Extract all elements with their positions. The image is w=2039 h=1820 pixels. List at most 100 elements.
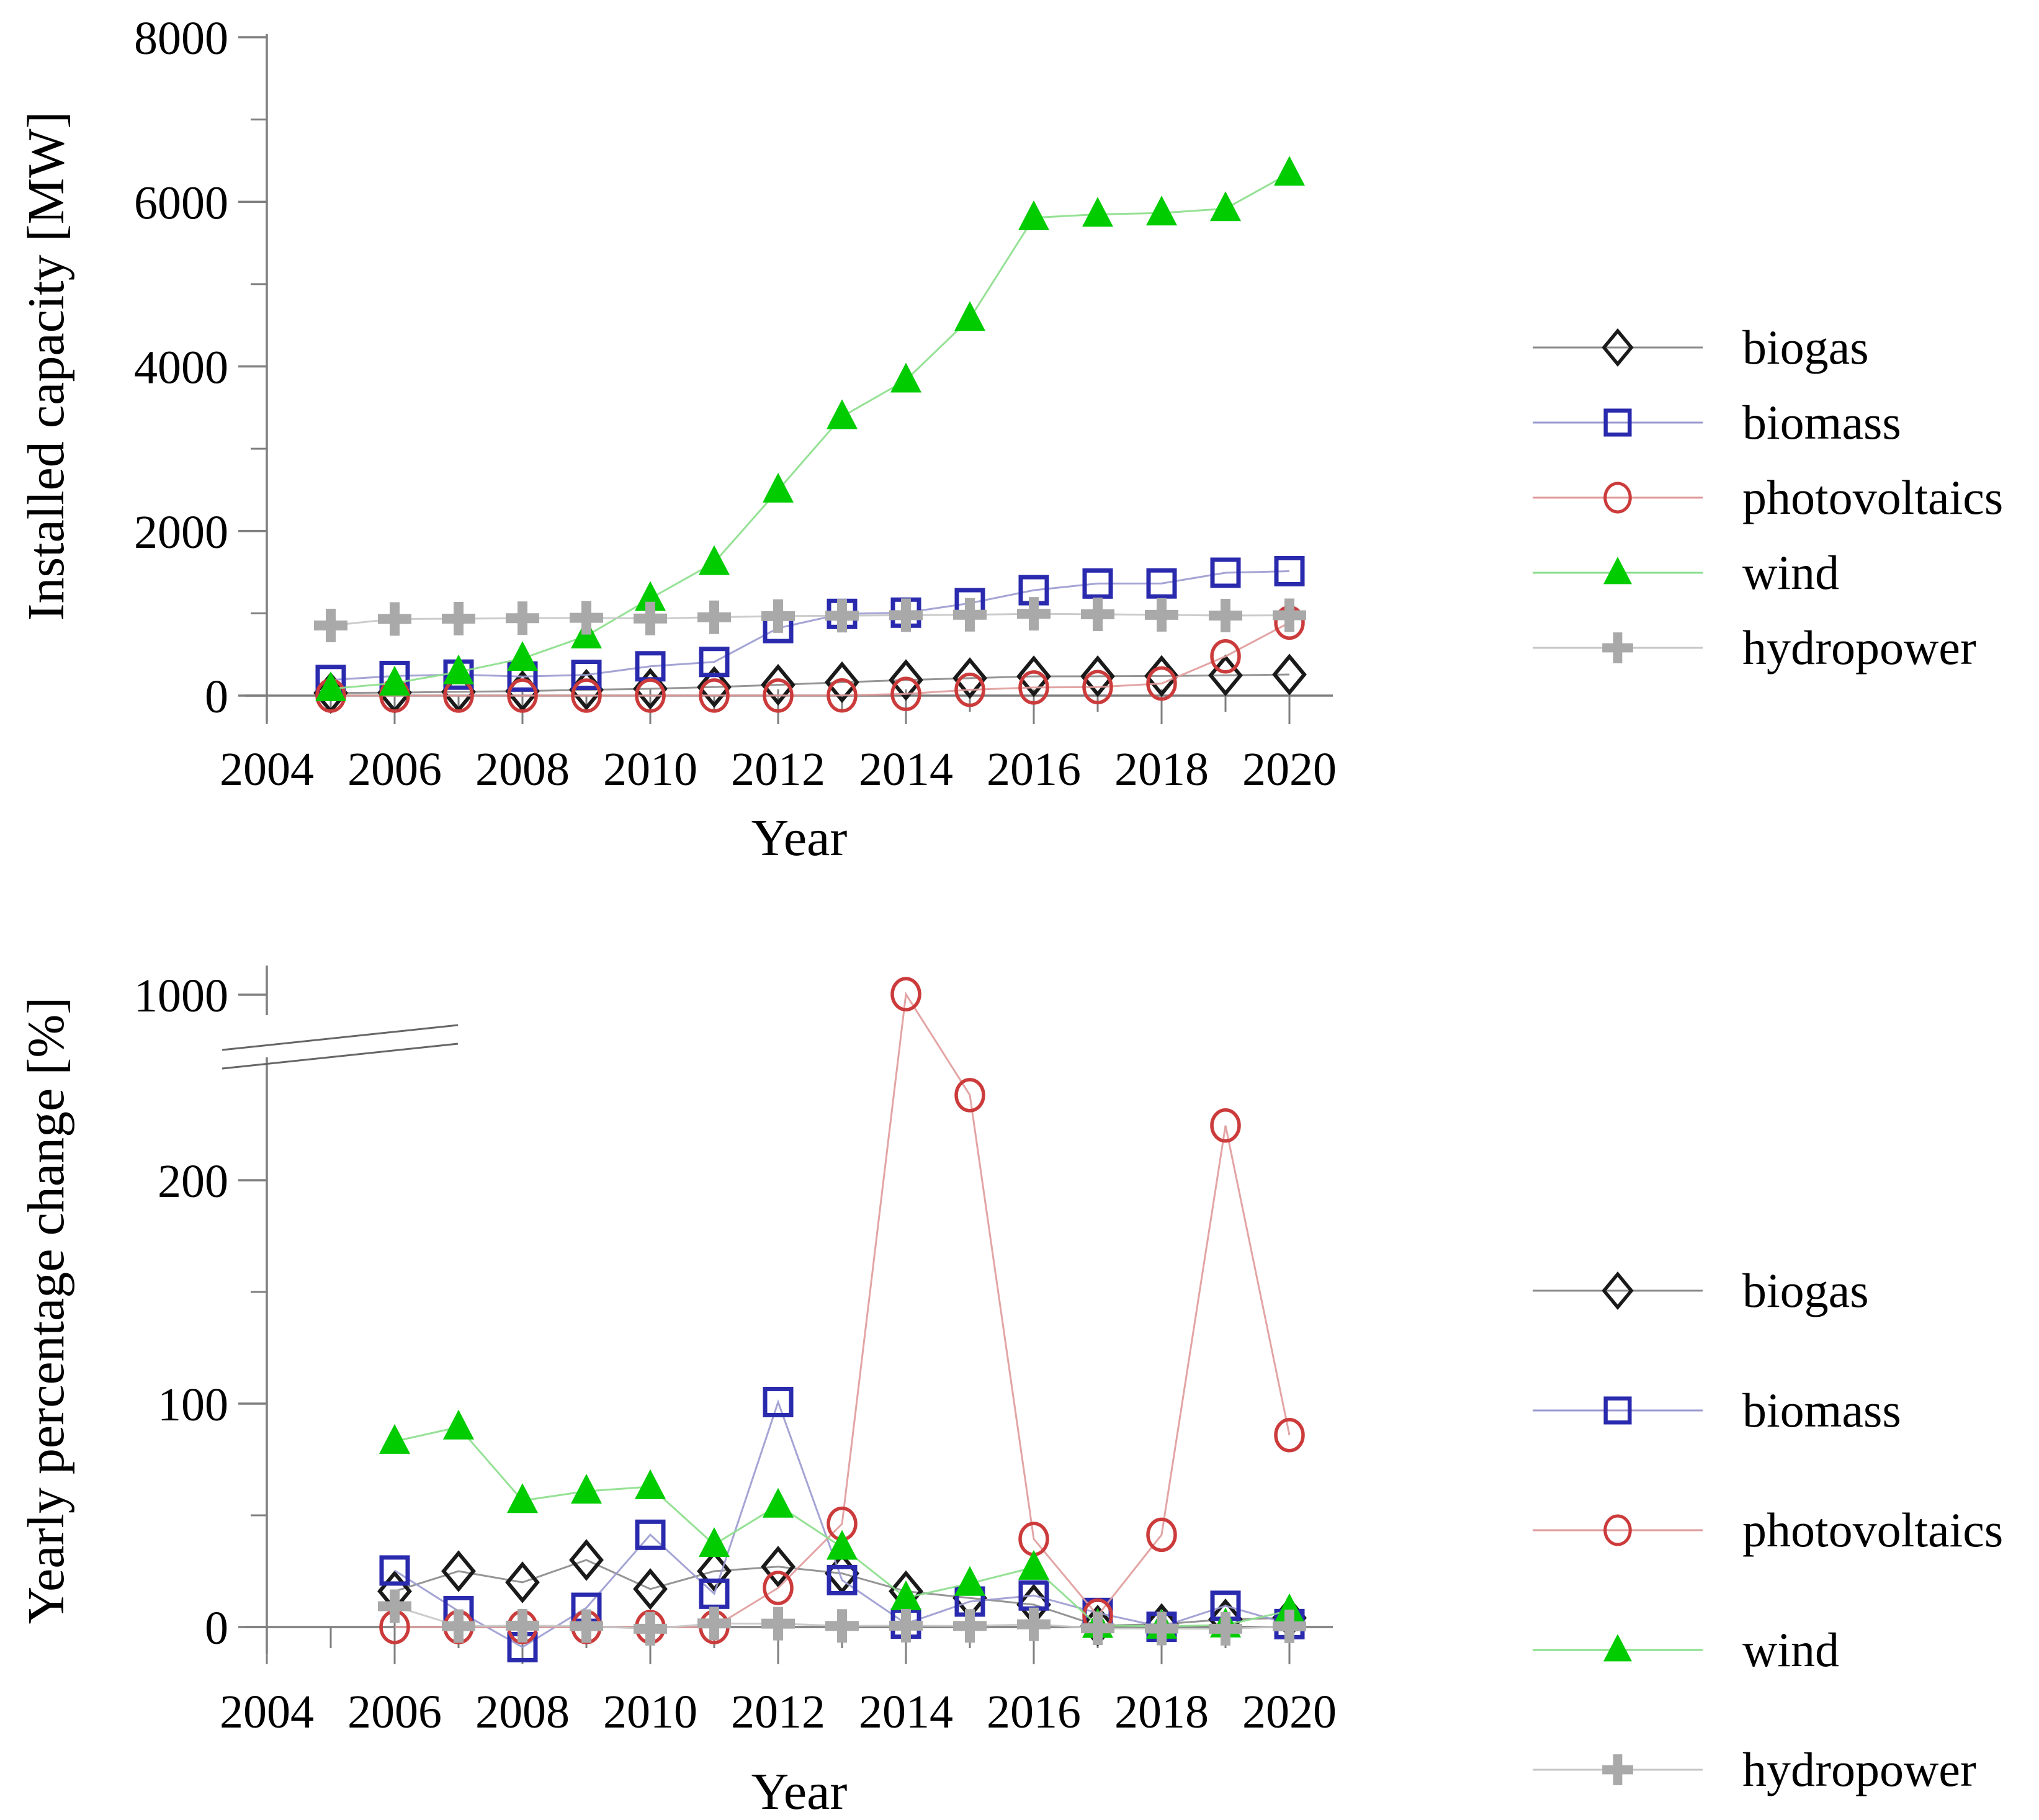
installed-capacity-xtick-2018: 2018: [1114, 743, 1209, 796]
legend-item-biogas-bottom: biogas: [1528, 1253, 1869, 1328]
axis-break-icon: [222, 1024, 459, 1051]
installed-capacity-xtick-2012: 2012: [731, 743, 825, 796]
biomass-legend-icon: [1533, 1396, 1703, 1425]
installed-capacity-xtick-2014: 2014: [859, 743, 953, 796]
photovoltaics-marker-2019: [1210, 639, 1241, 674]
legend-label-wind: wind: [1742, 1623, 1839, 1677]
installed-capacity-xtick-2020: 2020: [1242, 743, 1337, 796]
photovoltaics-marker-2014: [890, 676, 921, 711]
biogas-marker-2012: [761, 663, 795, 706]
wind-marker-2009: [571, 1474, 602, 1504]
photovoltaics-marker-2015: [954, 1078, 985, 1113]
wind-marker-2019: [1210, 191, 1241, 222]
wind-legend-marker: [1603, 1634, 1632, 1662]
biogas-marker-2020: [1272, 653, 1307, 696]
wind-marker-2016: [1018, 1549, 1049, 1580]
yearly-percentage-change-xtick-2008: 2008: [475, 1686, 570, 1738]
wind-marker-2013: [827, 1530, 858, 1560]
hydropower-marker-2008: [506, 1608, 539, 1643]
yearly-percentage-change-xtick-2014: 2014: [859, 1686, 953, 1738]
biomass-marker-2020: [1274, 555, 1305, 586]
hydropower-marker-2016: [1017, 1607, 1051, 1641]
installed-capacity-xtick-2008: 2008: [475, 743, 570, 796]
wind-marker-2018: [1146, 195, 1177, 226]
wind-marker-2010: [635, 581, 666, 611]
wind-marker-2010: [635, 1469, 666, 1499]
installed-capacity-wind-series: [315, 156, 1305, 701]
wind-legend-icon: [1533, 557, 1703, 585]
installed-capacity-xtick-2004: 2004: [220, 743, 314, 796]
bottom-x-axis-title: Year: [751, 1763, 848, 1820]
photovoltaics-legend-icon: [1533, 482, 1703, 514]
hydropower-marker-2006: [378, 602, 411, 636]
wind-marker-2020: [1274, 156, 1305, 186]
biogas-marker-2008: [505, 1561, 540, 1603]
hydropower-marker-2012: [761, 1607, 795, 1641]
yearly-percentage-change-ytick-200: 200: [158, 1155, 228, 1208]
yearly-percentage-change-chart: 0 100 200 1000 2004 2006 2008 2010 2012 2014 2016 2…: [134, 966, 1337, 1738]
hydropower-marker-2011: [697, 1607, 731, 1641]
legend-item-biomass-bottom: biomass: [1528, 1373, 1901, 1448]
photovoltaics-marker-2014: [890, 977, 921, 1011]
wind-marker-2016: [1018, 200, 1049, 230]
biomass-marker-2012: [763, 1386, 794, 1417]
hydropower-marker-2020: [1273, 1609, 1306, 1643]
wind-marker-2012: [763, 472, 794, 503]
biogas-legend-marker: [1602, 328, 1634, 367]
installed-capacity-ytick-8000: 8000: [134, 12, 228, 65]
top-x-axis-title: Year: [751, 809, 848, 867]
hydropower-marker-2009: [570, 601, 603, 635]
hydropower-marker-2006: [378, 1589, 411, 1623]
yearly-percentage-change-ytick-100: 100: [158, 1379, 228, 1431]
hydropower-marker-2014: [889, 598, 923, 632]
legend-label-biogas: biogas: [1742, 320, 1869, 374]
legend-item-wind: wind: [1528, 536, 1839, 610]
wind-marker-2006: [379, 1423, 410, 1454]
wind-marker-2017: [1082, 197, 1113, 227]
hydropower-marker-2007: [442, 601, 475, 635]
top-y-axis-title: Installed capacity [MW]: [17, 112, 75, 621]
photovoltaics-legend-icon: [1533, 1514, 1703, 1546]
wind-marker-2011: [699, 1527, 730, 1558]
biogas-marker-2015: [952, 657, 987, 699]
biogas-legend-marker: [1602, 1271, 1634, 1311]
yearly-percentage-change-xtick-2018: 2018: [1114, 1686, 1209, 1738]
wind-marker-2014: [890, 1580, 921, 1610]
biogas-marker-2016: [1016, 655, 1051, 697]
photovoltaics-marker-2013: [827, 678, 858, 713]
photovoltaics-marker-2019: [1210, 1108, 1241, 1143]
wind-legend-icon: [1533, 1634, 1703, 1662]
photovoltaics-marker-2017: [1082, 670, 1113, 704]
wind-marker-2014: [890, 362, 921, 393]
legend-label-hydropower: hydropower: [1742, 1742, 1976, 1796]
hydropower-marker-2019: [1209, 598, 1242, 632]
wind-marker-2011: [699, 545, 730, 575]
photovoltaics-marker-2011: [699, 678, 730, 713]
legend-item-photovoltaics: photovoltaics: [1528, 460, 2003, 535]
biogas-marker-2018: [1144, 655, 1179, 697]
photovoltaics-marker-2010: [635, 678, 666, 713]
biogas-marker-2013: [825, 661, 859, 704]
hydropower-marker-2013: [825, 1609, 859, 1643]
wind-marker-2015: [954, 1566, 985, 1596]
yearly-percentage-change-xtick-2010: 2010: [603, 1686, 697, 1738]
photovoltaics-marker-2009: [571, 678, 602, 713]
legend-label-biogas: biogas: [1742, 1263, 1869, 1317]
legend-item-wind-bottom: wind: [1528, 1613, 1839, 1687]
installed-capacity-ytick-6000: 6000: [134, 177, 228, 229]
hydropower-marker-2010: [634, 601, 667, 635]
hydropower-legend-icon: [1533, 1754, 1703, 1785]
hydropower-marker-2014: [889, 1608, 923, 1643]
yearly-percentage-change-xtick-2016: 2016: [987, 1686, 1081, 1738]
biomass-marker-2013: [827, 1564, 858, 1595]
wind-marker-2007: [443, 1409, 474, 1440]
hydropower-marker-2018: [1145, 598, 1178, 632]
wind-marker-2013: [827, 399, 858, 429]
yearly-percentage-change-hydropower-series: [378, 1589, 1306, 1646]
hydropower-marker-2017: [1081, 597, 1114, 631]
biogas-legend-icon: [1533, 328, 1703, 367]
hydropower-marker-2007: [442, 1609, 475, 1643]
installed-capacity-hydropower-series: [314, 597, 1306, 643]
